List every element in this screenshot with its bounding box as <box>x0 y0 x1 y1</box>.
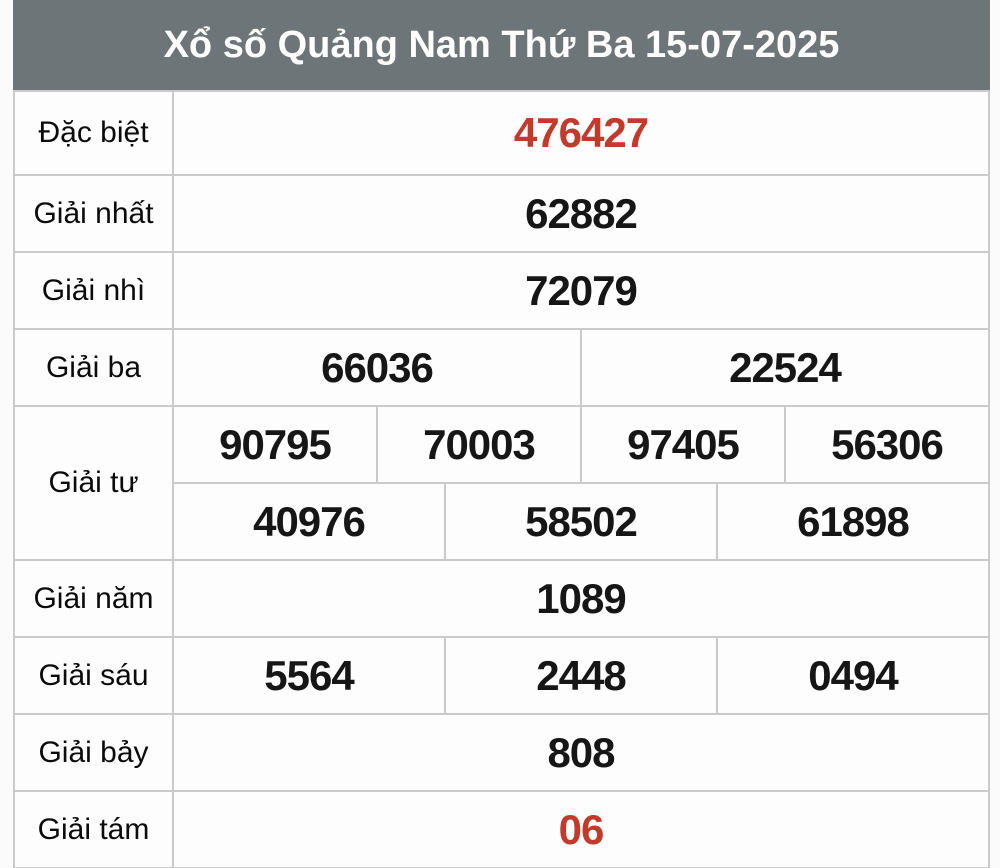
prize-row: Giải bảy 808 <box>15 715 988 790</box>
prize-groups: 06 <box>174 792 988 867</box>
prize-label: Giải ba <box>15 330 172 405</box>
prize-label: Đặc biệt <box>15 92 172 174</box>
prize-row: Giải nhì 72079 <box>15 253 988 328</box>
results-header: Xổ số Quảng Nam Thứ Ba 15-07-2025 <box>13 0 990 90</box>
prize-number: 1089 <box>174 561 988 636</box>
prize-number: 97405 <box>582 407 784 482</box>
prize-label: Giải bảy <box>15 715 172 790</box>
prize-groups: 476427 <box>174 92 988 174</box>
prize-number: 58502 <box>446 484 716 559</box>
prize-label: Giải tư <box>15 407 172 559</box>
prize-row: Giải tám 06 <box>15 792 988 867</box>
prize-number: 808 <box>174 715 988 790</box>
prize-groups: 5564 2448 0494 <box>174 638 988 713</box>
prize-row: Đặc biệt 476427 <box>15 92 988 174</box>
prize-group: 72079 <box>174 253 988 328</box>
prize-group: 1089 <box>174 561 988 636</box>
prize-group: 5564 2448 0494 <box>174 638 988 713</box>
prize-groups: 1089 <box>174 561 988 636</box>
prize-groups: 62882 <box>174 176 988 251</box>
prize-groups: 72079 <box>174 253 988 328</box>
prize-label: Giải sáu <box>15 638 172 713</box>
prize-group: 66036 22524 <box>174 330 988 405</box>
prize-number: 66036 <box>174 330 580 405</box>
prize-number: 56306 <box>786 407 988 482</box>
prize-number: 90795 <box>174 407 376 482</box>
prize-label: Giải năm <box>15 561 172 636</box>
prize-group: 808 <box>174 715 988 790</box>
prize-number: 70003 <box>378 407 580 482</box>
prize-number: 06 <box>174 792 988 867</box>
prize-groups: 90795 70003 97405 56306 40976 58502 61898 <box>174 407 988 559</box>
prize-row: Giải tư 90795 70003 97405 56306 40976 58502 61… <box>15 407 988 559</box>
prize-group: 62882 <box>174 176 988 251</box>
prize-groups: 66036 22524 <box>174 330 988 405</box>
prize-number: 72079 <box>174 253 988 328</box>
prize-label: Giải nhất <box>15 176 172 251</box>
prize-groups: 808 <box>174 715 988 790</box>
prize-row: Giải ba 66036 22524 <box>15 330 988 405</box>
prize-number: 22524 <box>582 330 988 405</box>
prize-number: 2448 <box>446 638 716 713</box>
prize-group: 40976 58502 61898 <box>174 484 988 559</box>
prize-number: 40976 <box>174 484 444 559</box>
results-title: Xổ số Quảng Nam Thứ Ba 15-07-2025 <box>163 23 840 66</box>
prize-label: Giải tám <box>15 792 172 867</box>
prize-label: Giải nhì <box>15 253 172 328</box>
lottery-results-board: Xổ số Quảng Nam Thứ Ba 15-07-2025 Đặc bi… <box>13 0 990 868</box>
prize-group: 476427 <box>174 92 988 174</box>
prize-row: Giải sáu 5564 2448 0494 <box>15 638 988 713</box>
prize-number: 61898 <box>718 484 988 559</box>
prize-group: 90795 70003 97405 56306 <box>174 407 988 482</box>
prize-row: Giải năm 1089 <box>15 561 988 636</box>
prize-number: 0494 <box>718 638 988 713</box>
prize-group: 06 <box>174 792 988 867</box>
prize-number: 5564 <box>174 638 444 713</box>
prize-row: Giải nhất 62882 <box>15 176 988 251</box>
prize-number: 476427 <box>174 92 988 174</box>
prize-number: 62882 <box>174 176 988 251</box>
